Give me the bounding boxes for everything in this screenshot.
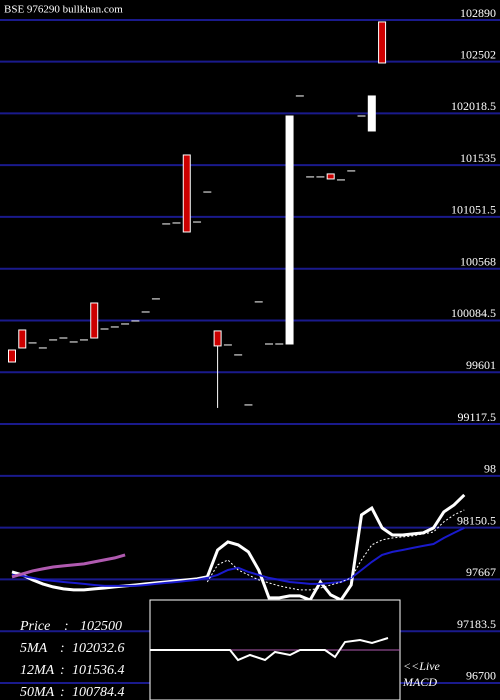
panel-label: <<Live	[403, 659, 441, 673]
y-tick-label: 102018.5	[451, 99, 496, 113]
candle-body	[367, 95, 376, 132]
y-tick-label: 102502	[460, 47, 496, 61]
candle-body	[8, 349, 16, 363]
candle-body	[18, 329, 27, 349]
candle-body	[326, 173, 335, 180]
legend-value: 102032.6	[72, 641, 125, 656]
y-tick-label: 101535	[460, 151, 496, 165]
legend-separator: :	[60, 641, 65, 656]
legend-label: Price	[19, 619, 50, 634]
y-tick-label: 99117.5	[457, 410, 496, 424]
candle-body	[285, 115, 294, 345]
y-tick-label: 97667	[466, 565, 496, 579]
y-tick-label: 99601	[466, 358, 496, 372]
y-tick-label: 100084.5	[451, 306, 496, 320]
candle-body	[90, 302, 99, 339]
legend-separator: :	[64, 619, 69, 634]
legend-separator: :	[60, 685, 65, 700]
y-tick-label: 98150.5	[457, 513, 496, 527]
indicator-line	[11, 553, 126, 579]
y-tick-label: 102890	[460, 6, 496, 20]
plot	[8, 21, 466, 602]
legend-label: 5MA	[20, 641, 48, 656]
chart-title: BSE 976290 bullkhan.com	[4, 4, 123, 16]
y-tick-label: 97183.5	[457, 617, 496, 631]
macd-line	[150, 637, 389, 662]
candle-body	[213, 330, 222, 347]
legend-separator: :	[60, 663, 65, 678]
legend-value: 100784.4	[72, 685, 125, 700]
candle-body	[378, 21, 387, 64]
legend-label: 50MA	[20, 685, 55, 700]
y-tick-label: 101051.5	[451, 203, 496, 217]
y-tick-label: 100568	[460, 254, 496, 268]
grid: 102890 102502 102018.5 101535 101051.5 100568…	[0, 6, 500, 684]
y-tick-label: 96700	[466, 669, 496, 683]
indicator-line	[11, 527, 465, 587]
legend: Price:1025005MA:102032.612MA:101536.450M…	[19, 619, 125, 700]
panel-title: MACD	[402, 675, 437, 689]
legend-label: 12MA	[20, 663, 55, 678]
indicator-line	[11, 493, 466, 602]
legend-value: 102500	[80, 619, 122, 634]
legend-value: 101536.4	[72, 663, 125, 678]
candle-body	[182, 154, 191, 233]
y-tick-label: 98	[484, 462, 496, 476]
